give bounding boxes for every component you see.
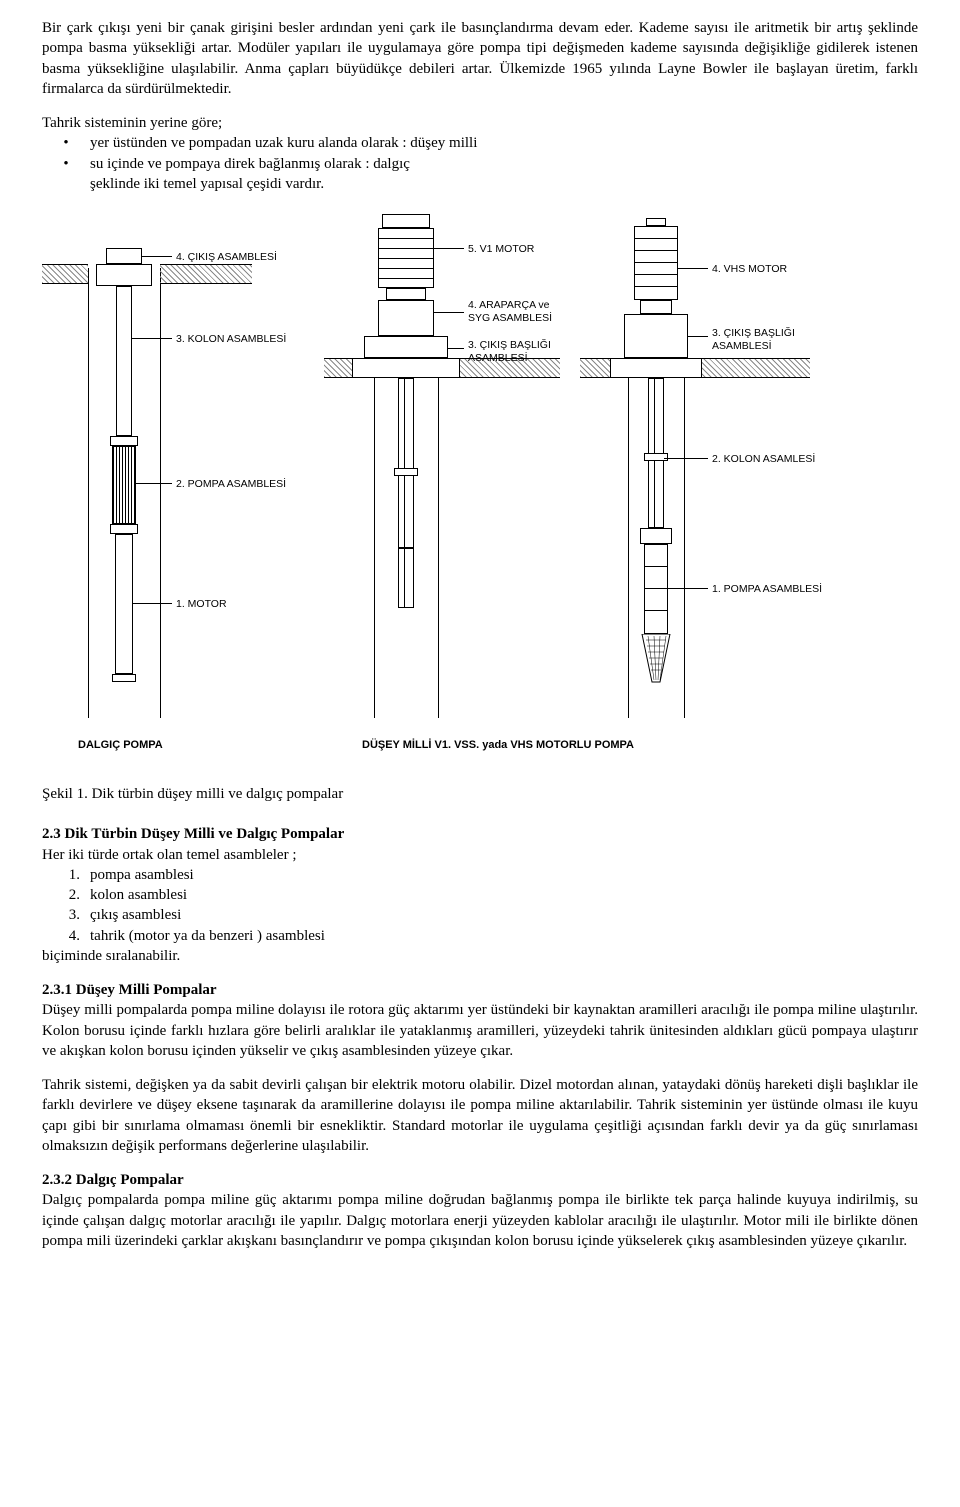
sec232-body: Dalgıç pompalarda pompa miline güç aktar…: [42, 1190, 918, 1251]
sec231-body2: Tahrik sistemi, değişken ya da sabit dev…: [42, 1075, 918, 1156]
bullet-tail: şeklinde iki temel yapısal çeşidi vardır…: [42, 174, 918, 194]
ord-n3: 3.: [42, 905, 90, 925]
rl-1: 1. POMPA ASAMBLESİ: [712, 582, 822, 596]
dl-4: 4. ÇIKIŞ ASAMBLESİ: [176, 250, 277, 264]
bullet-glyph: •: [42, 154, 90, 174]
rl-3b: ASAMBLESİ: [712, 339, 772, 353]
ord-n4: 4.: [42, 926, 90, 946]
sec23-intro: Her iki türde ortak olan temel asamblele…: [42, 845, 918, 865]
sec23-tail: biçiminde sıralanabilir.: [42, 946, 918, 966]
bullet-glyph: •: [42, 133, 90, 153]
caption-right: DÜŞEY MİLLİ V1. VSS. yada VHS MOTORLU PO…: [362, 738, 634, 753]
paragraph-1: Bir çark çıkışı yeni bir çanak girişini …: [42, 18, 918, 99]
ml-3b: ASAMBLESİ: [468, 351, 528, 365]
tahrik-intro: Tahrik sisteminin yerine göre;: [42, 113, 918, 133]
ml-4b: SYG ASAMBLESİ: [468, 311, 552, 325]
dl-3: 3. KOLON ASAMBLESİ: [176, 332, 286, 346]
ord-n1: 1.: [42, 865, 90, 885]
pump-diagram: 4. ÇIKIŞ ASAMBLESİ 3. KOLON ASAMBLESİ 2.…: [42, 208, 852, 768]
sec231-title: 2.3.1 Düşey Milli Pompalar: [42, 982, 217, 998]
caption-left: DALGIÇ POMPA: [78, 738, 163, 753]
sec23-list: 1.pompa asamblesi 2.kolon asamblesi 3.çı…: [42, 865, 918, 946]
bullet-1: yer üstünden ve pompadan uzak kuru aland…: [90, 133, 477, 153]
ord-1: pompa asamblesi: [90, 865, 194, 885]
sec23-title: 2.3 Dik Türbin Düşey Milli ve Dalgıç Pom…: [42, 826, 344, 842]
bullet-2: su içinde ve pompaya direk bağlanmış ola…: [90, 154, 410, 174]
sec231-body: Düşey milli pompalarda pompa miline dola…: [42, 1000, 918, 1061]
ord-n2: 2.: [42, 885, 90, 905]
ord-4: tahrik (motor ya da benzeri ) asamblesi: [90, 926, 325, 946]
tahrik-block: Tahrik sisteminin yerine göre; • yer üst…: [42, 113, 918, 194]
dl-2: 2. POMPA ASAMBLESİ: [176, 477, 286, 491]
rl-2: 2. KOLON ASAMLESİ: [712, 452, 815, 466]
dl-1: 1. MOTOR: [176, 597, 227, 611]
ord-3: çıkış asamblesi: [90, 905, 181, 925]
ord-2: kolon asamblesi: [90, 885, 187, 905]
rl-4: 4. VHS MOTOR: [712, 262, 787, 276]
figure-caption: Şekil 1. Dik türbin düşey milli ve dalgı…: [42, 784, 918, 804]
sec232-title: 2.3.2 Dalgıç Pompalar: [42, 1172, 184, 1188]
ml-5: 5. V1 MOTOR: [468, 242, 534, 256]
